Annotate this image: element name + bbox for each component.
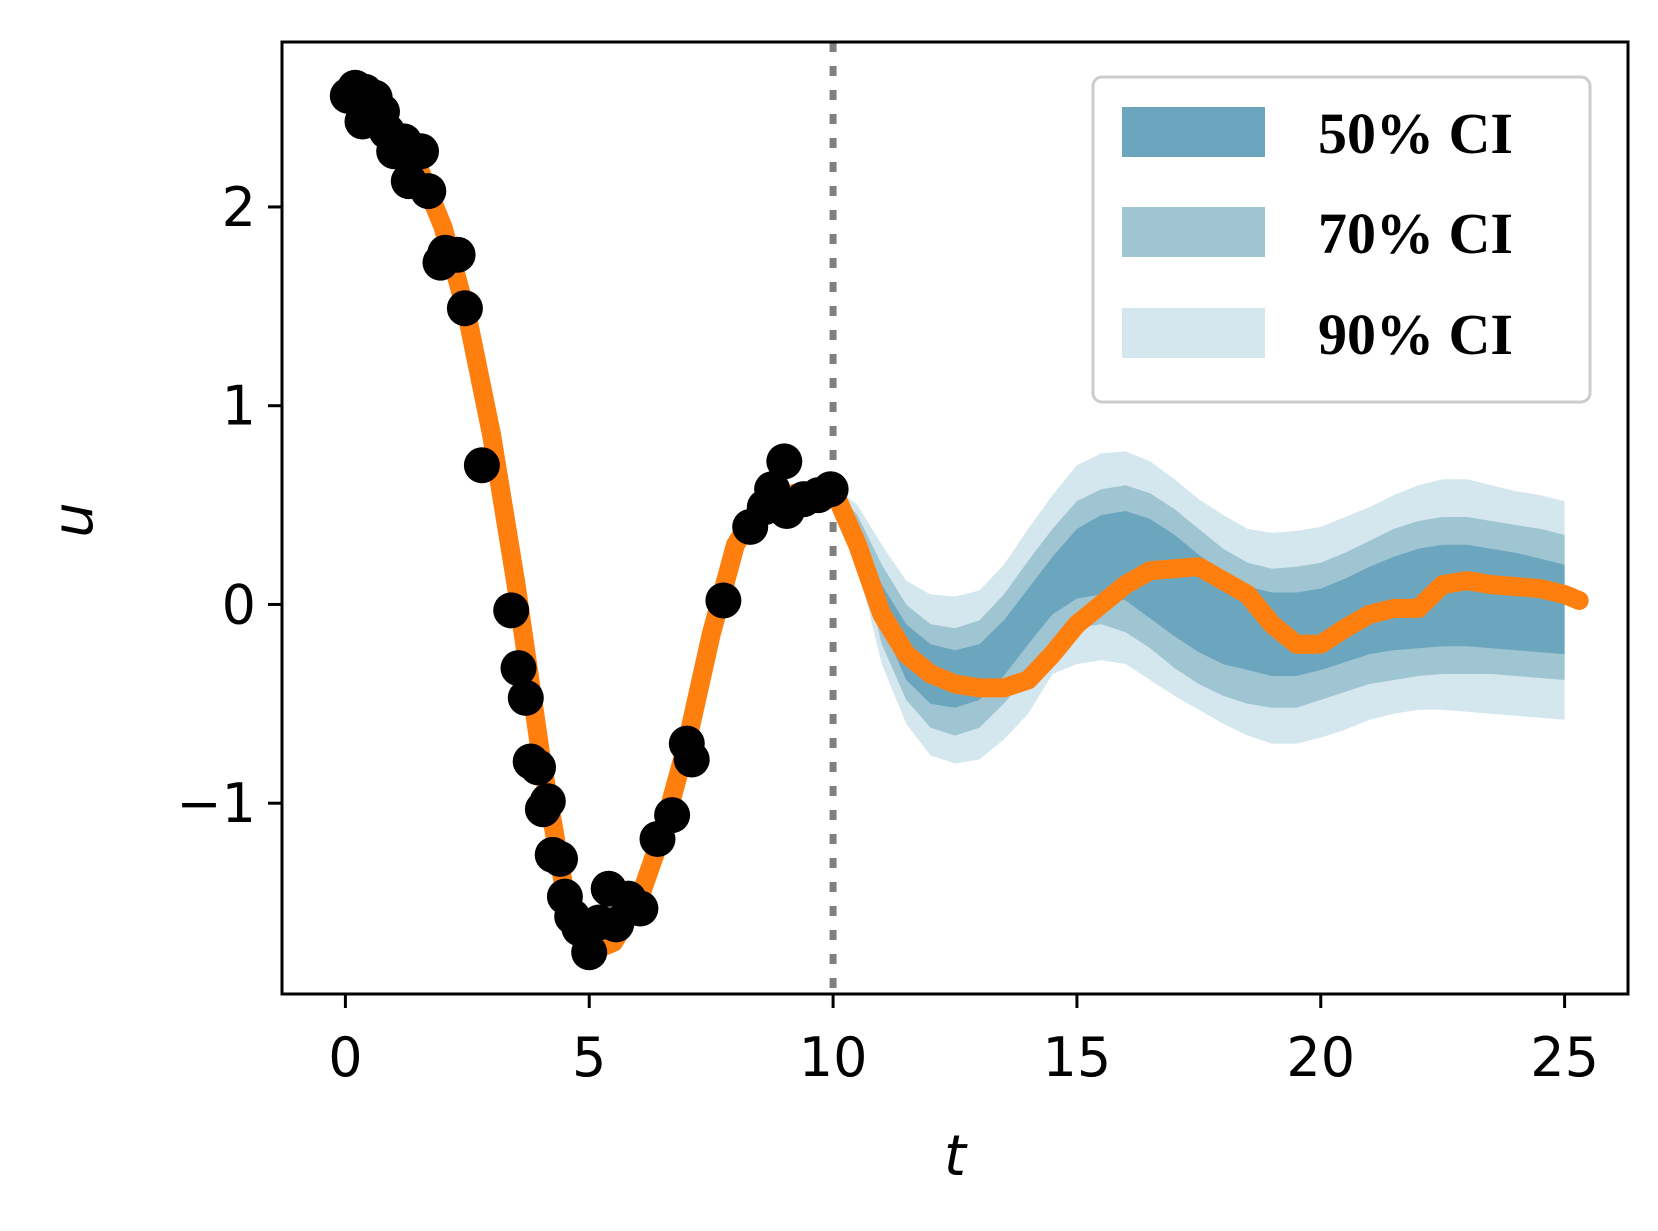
legend-entries: 50% CI 70% CI 90% CI	[1122, 101, 1513, 367]
plot-frame	[280, 40, 1630, 996]
x-tick-label: 5	[572, 1026, 606, 1089]
legend-swatch	[1122, 107, 1265, 157]
x-tick-label: 25	[1530, 1026, 1599, 1089]
x-tick-label: 0	[328, 1026, 362, 1089]
observation-point	[673, 741, 710, 778]
plot-area	[329, 42, 1589, 994]
legend-label: 50% CI	[1318, 101, 1513, 166]
y-tick-label: −1	[176, 772, 256, 835]
observation-point	[507, 679, 544, 716]
observation-points	[329, 69, 849, 971]
x-axis-label: t	[944, 1124, 968, 1189]
y-tick-label: 2	[222, 176, 256, 239]
y-axis: −1 0 1 2	[176, 176, 282, 835]
x-tick-label: 15	[1043, 1026, 1112, 1089]
legend-swatch	[1122, 207, 1265, 257]
legend: 50% CI 70% CI 90% CI	[1091, 75, 1592, 404]
observation-point	[812, 471, 849, 508]
y-axis-label: u	[41, 502, 106, 538]
observation-point	[463, 447, 500, 484]
observation-point	[410, 173, 447, 210]
observation-point	[500, 650, 537, 687]
observation-point	[403, 133, 439, 170]
legend-label: 70% CI	[1318, 201, 1513, 266]
observation-point	[439, 236, 476, 273]
x-axis: 0 5 10 15 20 25	[328, 994, 1599, 1089]
y-tick-label: 1	[222, 375, 256, 438]
legend-swatch	[1122, 308, 1265, 358]
observation-point	[705, 582, 742, 619]
observation-point	[446, 290, 483, 327]
observation-point	[654, 797, 691, 834]
x-tick-label: 10	[799, 1026, 868, 1089]
legend-label: 90% CI	[1318, 302, 1513, 367]
y-tick-label: 0	[222, 573, 256, 636]
observation-point	[493, 592, 530, 629]
band-50-ci	[833, 491, 1565, 708]
observation-point	[766, 443, 803, 480]
observation-point	[520, 749, 556, 786]
observation-point	[622, 890, 659, 927]
observation-point	[529, 783, 566, 820]
observation-point	[542, 840, 578, 877]
observation-point	[571, 934, 608, 971]
x-tick-label: 20	[1286, 1026, 1355, 1089]
